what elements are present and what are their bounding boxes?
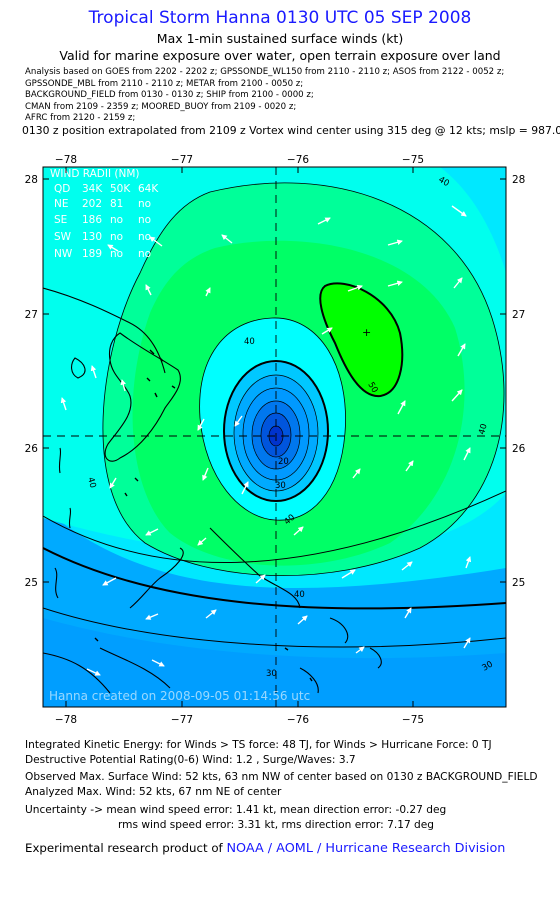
validity-note: Valid for marine exposure over water, op… (59, 48, 501, 63)
y-tick-label-right: 25 (512, 577, 525, 589)
credit-prefix: Experimental research product of (25, 841, 223, 855)
contour-label: 30 (481, 660, 495, 674)
ike-line: Integrated Kinetic Energy: for Winds > T… (25, 739, 492, 751)
analysis-source-line: AFRC from 2120 - 2159 z; (25, 113, 136, 123)
analysis-source-line: BACKGROUND_FIELD from 0130 - 0130 z; SHI… (25, 90, 314, 100)
wind-band-blue-sw (43, 618, 506, 707)
page-title: Tropical Storm Hanna 0130 UTC 05 SEP 200… (88, 8, 472, 28)
analyzed-max-wind: Analyzed Max. Wind: 52 kts, 67 nm NE of … (25, 786, 282, 798)
contour-line (102, 182, 505, 576)
wind-analysis-map: + 40 40 40 40 40 40 30 30 30 20 50 WIND … (25, 154, 526, 726)
wind-radii-row: NW 189 no no (54, 248, 151, 260)
analysis-source-line: Analysis based on GOES from 2202 - 2202 … (25, 67, 505, 77)
x-tick-label-bottom: −78 (55, 714, 77, 726)
land-outline (94, 349, 313, 682)
wind-max-zone (319, 282, 404, 398)
land-outline (43, 287, 382, 694)
contour-line (43, 490, 506, 564)
wind-radii-row: SW 130 no no (54, 231, 151, 243)
contour-line (43, 607, 506, 648)
contour-line (43, 547, 506, 610)
analysis-source-line: GPSSONDE_MBL from 2110 - 2110 z; METAR f… (25, 78, 304, 89)
uncertainty-rms-line: rms wind speed error: 3.31 kt, rms direc… (118, 819, 435, 831)
analysis-source-line: CMAN from 2109 - 2359 z; MOORED_BUOY fro… (25, 101, 297, 112)
x-tick-label-bottom: −75 (402, 714, 424, 726)
y-tick-label-left: 27 (25, 309, 38, 321)
contour-label: 40 (294, 590, 305, 600)
credit-line: Experimental research product of NOAA / … (25, 841, 505, 856)
x-tick-label-top: −75 (402, 154, 424, 166)
x-tick-label-top: −78 (55, 154, 77, 166)
contour-label: 40 (477, 423, 489, 436)
y-tick-label-right: 28 (512, 174, 525, 186)
dpr-line: Destructive Potential Rating(0-6) Wind: … (25, 754, 356, 766)
uncertainty-line: Uncertainty -> mean wind speed error: 1.… (25, 804, 447, 816)
max-wind-marker: + (362, 326, 371, 339)
wind-radii-row: NE 202 81 no (54, 198, 151, 210)
observed-max-wind: Observed Max. Surface Wind: 52 kts, 63 n… (25, 771, 538, 783)
contour-label: 20 (278, 457, 289, 467)
wind-radii-header: QD 34K 50K 64K (54, 183, 159, 195)
wind-vectors (60, 205, 472, 676)
y-tick-label-right: 27 (512, 309, 525, 321)
plot-frame (42, 166, 507, 708)
contour-label: 40 (437, 175, 451, 189)
x-tick-label-top: −76 (287, 154, 309, 166)
watermark: Hanna created on 2008-09-05 01:14:56 utc (49, 689, 310, 703)
contour-label: 40 (244, 337, 255, 347)
x-tick-label-bottom: −76 (287, 714, 309, 726)
x-tick-label-top: −77 (171, 154, 193, 166)
hrd-link[interactable]: NOAA / AOML / Hurricane Research Divisio… (226, 841, 506, 856)
contour-label: 30 (275, 481, 286, 491)
y-tick-label-right: 26 (512, 443, 526, 455)
y-tick-label-left: 25 (25, 577, 38, 589)
x-tick-label-bottom: −77 (171, 714, 193, 726)
contour-label: 50 (365, 381, 379, 395)
wind-radii-row: SE 186 no no (54, 214, 151, 226)
position-note: 0130 z position extrapolated from 2109 z… (22, 124, 560, 137)
contour-label: 40 (85, 476, 97, 489)
subtitle: Max 1-min sustained surface winds (kt) (156, 31, 404, 46)
y-tick-label-left: 28 (25, 174, 38, 186)
y-tick-label-left: 26 (25, 443, 39, 455)
contour-label: 30 (266, 669, 277, 679)
wind-radii-title: WIND RADII (NM) (50, 168, 140, 180)
